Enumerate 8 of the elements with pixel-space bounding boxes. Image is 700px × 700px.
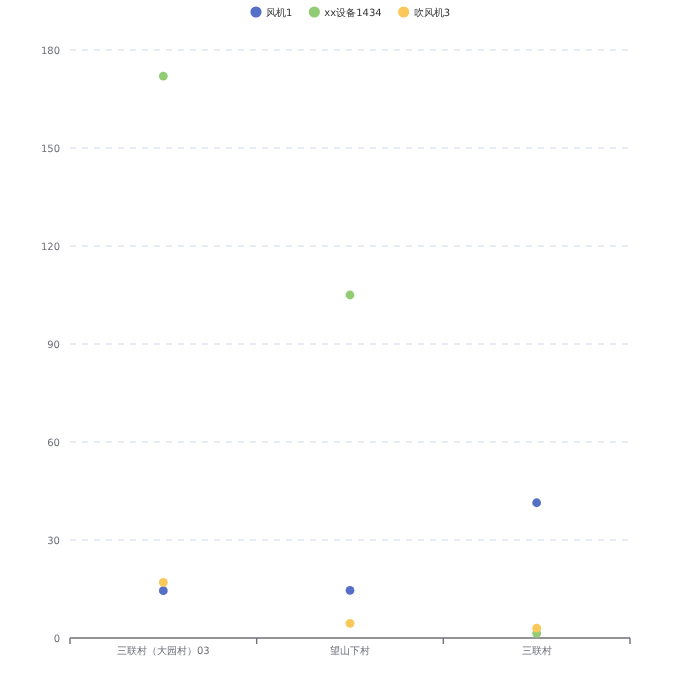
point [345, 618, 355, 628]
point [345, 585, 355, 595]
point [158, 586, 168, 596]
point [532, 498, 542, 508]
point [158, 578, 168, 587]
point [345, 290, 355, 300]
point [532, 623, 542, 633]
point [158, 71, 168, 81]
